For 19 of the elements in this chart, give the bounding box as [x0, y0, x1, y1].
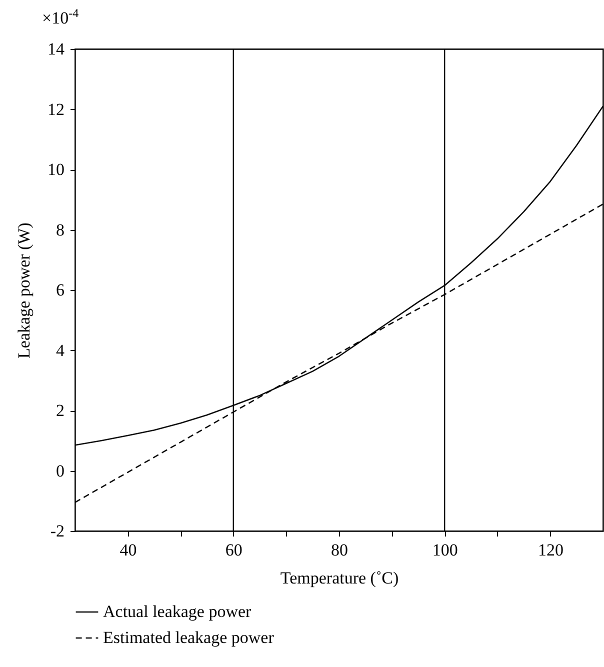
x-tick-label: 120 [538, 540, 564, 560]
y-tick-label: 8 [56, 220, 64, 240]
y-tick-label: 6 [56, 280, 64, 300]
x-tick-label: 60 [225, 540, 242, 560]
x-tick-label: 100 [432, 540, 458, 560]
x-tick-label: 80 [331, 540, 348, 560]
x-tick-label: 40 [120, 540, 137, 560]
y-tick-label: 4 [56, 340, 65, 360]
legend-label: Estimated leakage power [103, 628, 274, 647]
y-axis-title: Leakage power (W) [14, 222, 34, 358]
y-tick-label: 0 [56, 461, 64, 480]
y-tick-label: 10 [48, 160, 64, 179]
y-tick-label: 12 [48, 100, 64, 119]
legend-label: Actual leakage power [103, 602, 252, 621]
y-tick-label: 2 [56, 401, 64, 420]
x-axis-title: Temperature (˚C) [280, 568, 399, 588]
y-tick-label: 14 [48, 40, 65, 58]
text: ×10$^{-4}$ [42, 6, 79, 29]
y-tick-label: -2 [50, 522, 64, 540]
